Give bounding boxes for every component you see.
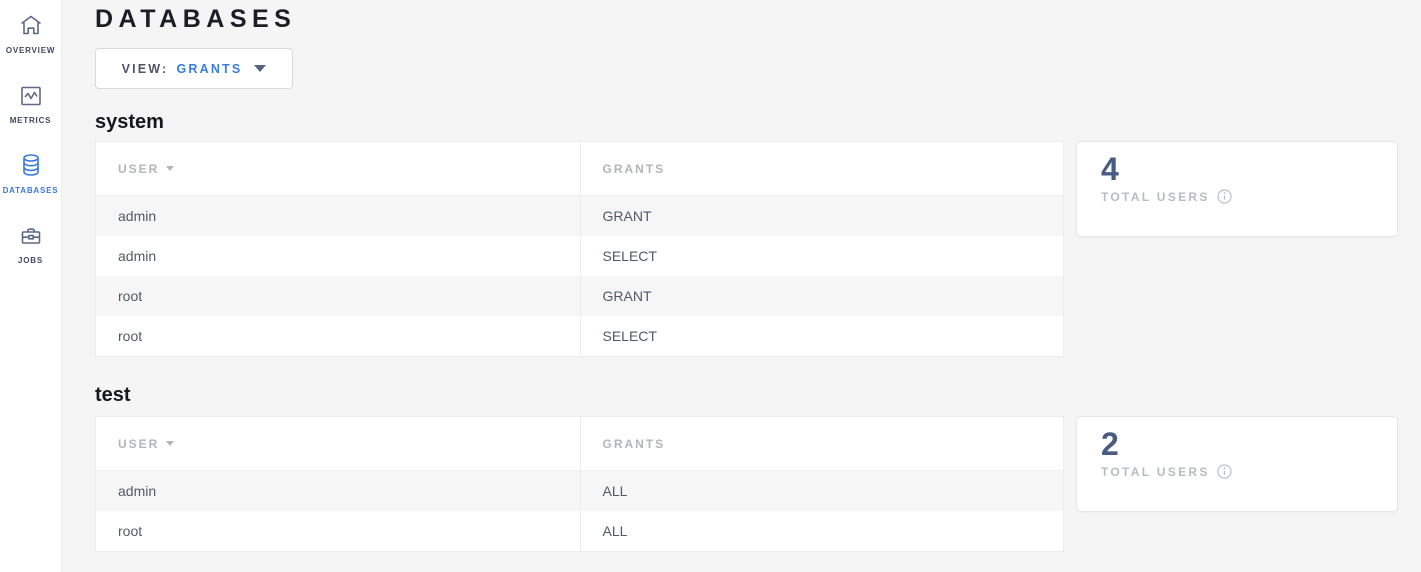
- info-icon[interactable]: [1217, 464, 1232, 479]
- sidebar-item-label: METRICS: [9, 116, 52, 125]
- column-header-grants[interactable]: GRANTS: [579, 142, 1064, 195]
- grants-table-test: USER GRANTS admin ALL root ALL: [95, 416, 1064, 552]
- column-header-label: USER: [118, 161, 160, 176]
- total-users-label: TOTAL USERS: [1101, 189, 1210, 204]
- grants-cell: ALL: [579, 511, 1064, 551]
- total-users-label: TOTAL USERS: [1101, 464, 1210, 479]
- section-system: USER GRANTS admin GRANT admin SELECT roo…: [95, 141, 1398, 357]
- database-section-title: test: [95, 384, 131, 406]
- user-cell: admin: [118, 483, 157, 499]
- grants-cell: SELECT: [579, 316, 1064, 356]
- info-icon[interactable]: [1217, 189, 1232, 204]
- sidebar-item-databases[interactable]: DATABASES: [0, 152, 62, 195]
- user-cell: admin: [118, 208, 157, 224]
- total-users-card-system: 4 TOTAL USERS: [1076, 141, 1398, 237]
- table-row: admin SELECT: [96, 236, 1063, 276]
- page-title: DATABASES: [95, 5, 297, 33]
- sidebar-item-jobs[interactable]: JOBS: [0, 222, 62, 265]
- table-header-row: USER GRANTS: [96, 417, 1063, 471]
- user-cell: admin: [118, 248, 157, 264]
- user-cell: root: [118, 523, 143, 539]
- view-selector-label: VIEW:: [121, 61, 169, 76]
- sidebar-item-label: JOBS: [18, 256, 43, 265]
- column-header-user[interactable]: USER: [96, 417, 580, 470]
- total-users-value: 4: [1101, 151, 1119, 187]
- jobs-icon: [18, 222, 44, 250]
- sidebar-item-overview[interactable]: OVERVIEW: [0, 12, 62, 55]
- table-row: admin ALL: [96, 471, 1063, 511]
- column-header-user[interactable]: USER: [96, 142, 580, 195]
- total-users-card-test: 2 TOTAL USERS: [1076, 416, 1398, 512]
- database-section-title: system: [95, 111, 164, 133]
- table-row: root SELECT: [96, 316, 1063, 356]
- sort-descending-icon: [166, 166, 175, 171]
- chevron-down-icon: [254, 65, 267, 72]
- table-row: root ALL: [96, 511, 1063, 551]
- sidebar: OVERVIEW METRICS DATABASES: [0, 0, 62, 572]
- grants-table-system: USER GRANTS admin GRANT admin SELECT roo…: [95, 141, 1064, 357]
- view-selector-dropdown[interactable]: VIEW: GRANTS: [95, 48, 293, 89]
- user-cell: root: [118, 328, 143, 344]
- table-row: root GRANT: [96, 276, 1063, 316]
- table-row: admin GRANT: [96, 196, 1063, 236]
- column-header-grants[interactable]: GRANTS: [579, 417, 1064, 470]
- sidebar-item-label: OVERVIEW: [5, 46, 56, 55]
- databases-icon: [18, 152, 44, 180]
- table-header-row: USER GRANTS: [96, 142, 1063, 196]
- grants-cell: SELECT: [579, 236, 1064, 276]
- metrics-icon: [18, 82, 44, 110]
- main-content: DATABASES VIEW: GRANTS system USER GRANT…: [62, 0, 1421, 572]
- grants-cell: GRANT: [579, 196, 1064, 236]
- column-header-label: GRANTS: [602, 436, 666, 451]
- column-header-label: USER: [118, 436, 160, 451]
- sidebar-item-metrics[interactable]: METRICS: [0, 82, 62, 125]
- sidebar-item-label: DATABASES: [2, 186, 59, 195]
- column-header-label: GRANTS: [602, 161, 666, 176]
- section-test: USER GRANTS admin ALL root ALL 2 TOTAL U…: [95, 416, 1398, 552]
- user-cell: root: [118, 288, 143, 304]
- home-icon: [18, 12, 44, 40]
- grants-cell: ALL: [579, 471, 1064, 511]
- grants-cell: GRANT: [579, 276, 1064, 316]
- sort-descending-icon: [166, 441, 175, 446]
- total-users-value: 2: [1101, 426, 1119, 462]
- view-selector-value: GRANTS: [176, 61, 243, 76]
